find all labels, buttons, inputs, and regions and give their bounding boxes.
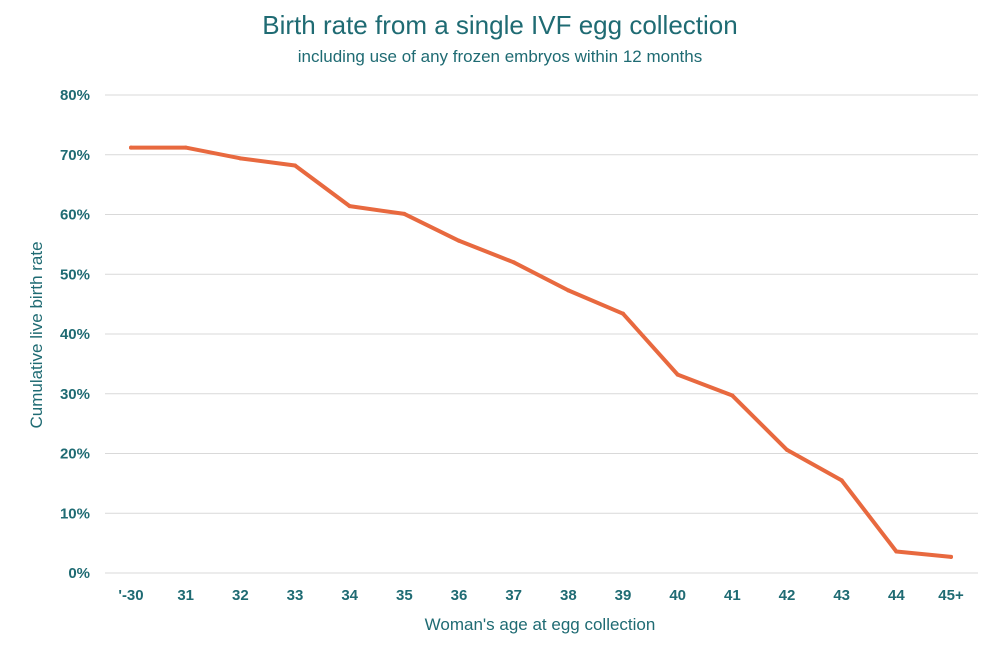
- y-tick-label: 80%: [60, 87, 90, 104]
- data-point: [839, 478, 844, 483]
- data-point: [675, 372, 680, 377]
- y-tick-labels: 0% 10% 20% 30% 40% 50% 60% 70% 80%: [60, 87, 90, 582]
- x-tick-label: 38: [560, 587, 577, 604]
- x-tick-label: 39: [615, 587, 632, 604]
- data-point: [566, 288, 571, 293]
- x-axis-label: Woman's age at egg collection: [425, 615, 656, 634]
- x-tick-label: 33: [287, 587, 304, 604]
- x-tick-label: 34: [341, 587, 358, 604]
- data-point: [511, 260, 516, 265]
- gridlines: [105, 94, 978, 574]
- chart-title: Birth rate from a single IVF egg collect…: [262, 10, 738, 40]
- series-line: [129, 145, 953, 559]
- x-tick-label: 44: [888, 587, 905, 604]
- series-cumulative-live-birth-rate: [129, 145, 953, 559]
- x-tick-labels: '-30 31 32 33 34 35 36 37 38 39 40 41 42 43 44 45+: [118, 587, 964, 604]
- data-point: [293, 163, 297, 168]
- y-tick-label: 60%: [60, 207, 90, 224]
- x-tick-label: 37: [505, 587, 522, 604]
- x-tick-label: 40: [669, 587, 686, 604]
- y-tick-label: 40%: [60, 326, 90, 343]
- y-tick-label: 30%: [60, 386, 90, 403]
- data-point: [402, 211, 407, 216]
- data-point: [785, 447, 789, 452]
- data-point: [183, 145, 188, 150]
- data-point: [129, 145, 133, 150]
- data-point: [730, 393, 735, 398]
- y-tick-label: 0%: [68, 565, 90, 582]
- x-tick-label: 35: [396, 587, 413, 604]
- y-tick-label: 20%: [60, 446, 90, 463]
- y-tick-label: 50%: [60, 266, 90, 283]
- data-point: [621, 311, 625, 316]
- x-tick-label: 36: [451, 587, 468, 604]
- y-axis-label: Cumulative live birth rate: [27, 241, 46, 428]
- x-tick-label: 43: [833, 587, 850, 604]
- data-point: [949, 554, 953, 559]
- x-tick-label: 45+: [938, 587, 964, 604]
- x-tick-label: 31: [177, 587, 194, 604]
- data-point: [238, 156, 243, 161]
- y-tick-label: 70%: [60, 147, 90, 164]
- x-tick-label: 41: [724, 587, 741, 604]
- data-point: [347, 204, 352, 209]
- data-point: [457, 238, 461, 243]
- x-tick-label: 32: [232, 587, 249, 604]
- y-tick-label: 10%: [60, 505, 90, 522]
- chart-subtitle: including use of any frozen embryos with…: [297, 47, 703, 66]
- data-point: [894, 549, 899, 554]
- x-tick-label: '-30: [118, 587, 143, 604]
- x-tick-label: 42: [779, 587, 796, 604]
